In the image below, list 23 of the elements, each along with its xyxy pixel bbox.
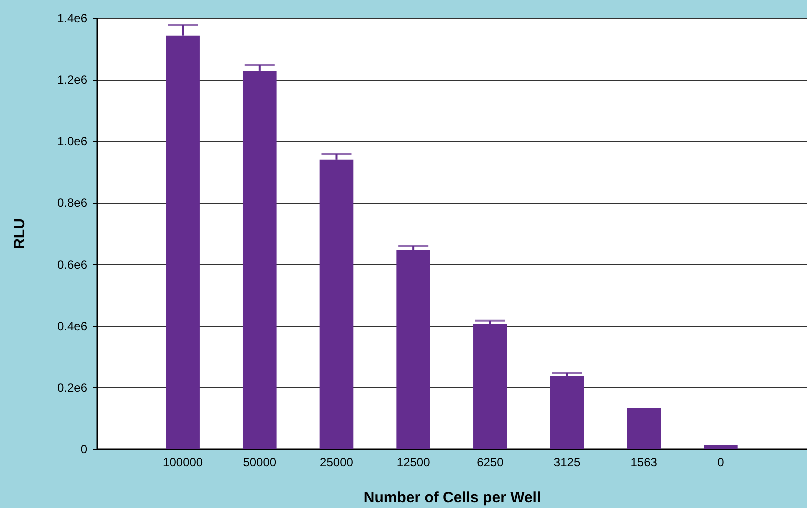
y-tick-label: 0.4e6 (57, 319, 88, 334)
x-axis-title: Number of Cells per Well (364, 490, 542, 506)
x-tick-label: 12500 (396, 456, 431, 470)
y-axis-title: RLU (11, 218, 28, 250)
x-tick-label: 0 (718, 456, 725, 470)
y-tick-label: 0.6e6 (57, 258, 88, 272)
bar (550, 376, 584, 449)
x-tick-label: 3125 (554, 456, 581, 470)
bar (474, 324, 508, 449)
bar (704, 445, 738, 449)
bar (396, 250, 430, 449)
x-tick-label: 50000 (243, 456, 277, 470)
y-tick-label: 0.2e6 (57, 380, 88, 395)
y-tick-label: 1.0e6 (57, 134, 88, 149)
x-tick-label: 1563 (630, 456, 658, 470)
y-tick-label: 0.8e6 (57, 196, 88, 210)
y-tick-label: 1.2e6 (57, 73, 88, 88)
x-tick-label: 6250 (477, 456, 504, 470)
x-tick-label: 25000 (320, 456, 354, 470)
x-tick-label: 100000 (163, 456, 204, 470)
y-tick-label: 1.4e6 (57, 12, 88, 26)
bar (627, 408, 662, 449)
y-tick-label: 0 (80, 442, 88, 456)
